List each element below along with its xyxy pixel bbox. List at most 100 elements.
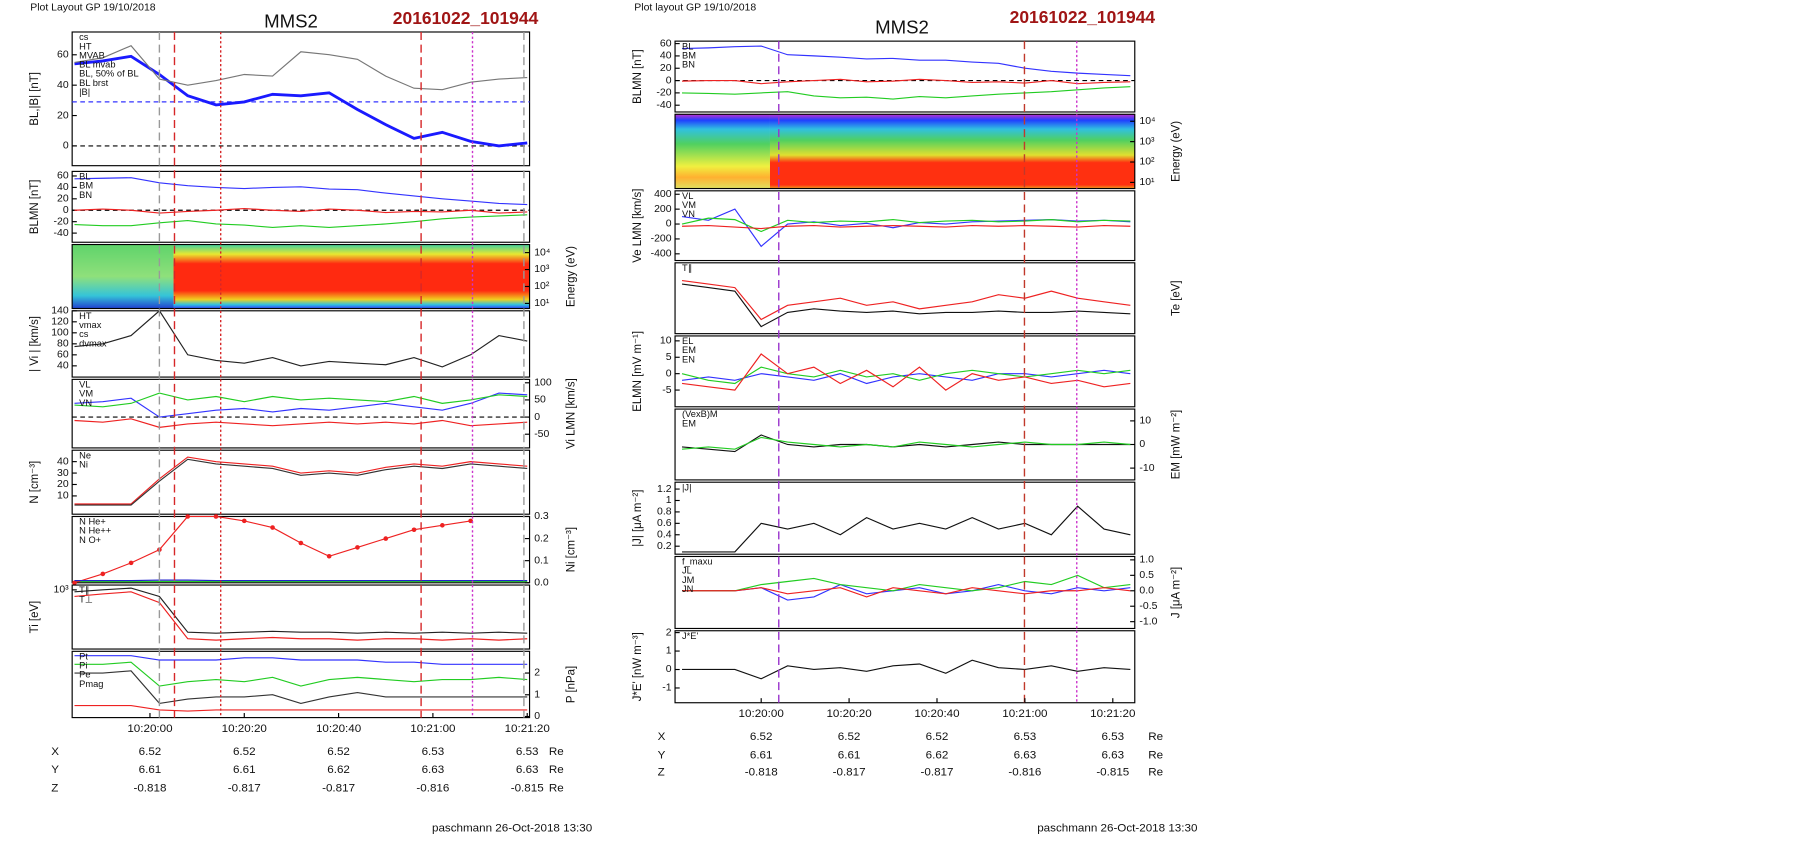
y-tick-label: 40 [660, 51, 672, 62]
y-axis-label: ELMN [mV m⁻¹] [632, 331, 644, 412]
legend-entry: J*E' [682, 631, 698, 641]
y-tick-label: -0.5 [1139, 601, 1157, 612]
series-point [185, 514, 191, 519]
legend-entry: T⊥ [79, 594, 93, 604]
series-line [682, 505, 1131, 553]
x-tick-label: 10:20:20 [826, 708, 871, 720]
ephemeris-label: X [658, 731, 666, 743]
legend-entry: MVAB [79, 50, 105, 60]
y-axis-label: Energy (eV) [1171, 121, 1183, 182]
panel-frame [71, 310, 531, 378]
y-tick-label: -5 [662, 385, 672, 396]
y-tick-label: 20 [660, 63, 672, 74]
legend-entry: VN [682, 209, 695, 219]
series-line [74, 54, 528, 148]
series-line [74, 177, 528, 206]
ephemeris-label: Z [51, 783, 58, 795]
legend-entry: cs [79, 329, 89, 339]
panel-frame [674, 555, 1136, 630]
y-tick-label: 40 [57, 80, 69, 91]
y-tick-label: -40 [656, 100, 671, 111]
series-line [682, 587, 1131, 598]
legend-entry: BM [682, 50, 696, 60]
ephemeris-unit: Re [549, 746, 564, 758]
y-tick-label: 80 [57, 339, 69, 350]
legend-entry: Pe [79, 670, 90, 680]
y-tick-label: 200 [654, 204, 672, 215]
legend-entry: T∥ [79, 585, 89, 595]
y-tick-label: 1.2 [657, 484, 672, 495]
x-tick-label: 10:20:20 [222, 723, 267, 735]
y-tick-label: -20 [656, 88, 671, 99]
x-tick-label: 10:21:20 [1090, 708, 1135, 720]
panel-frame [674, 481, 1136, 555]
legend-entry: vmax [79, 320, 102, 330]
legend-entry: (VexB)M [682, 409, 718, 419]
series-point [270, 525, 275, 530]
series-point [326, 553, 332, 559]
y-tick-label: 0 [666, 368, 672, 379]
y-tick-label: 10³ [54, 585, 70, 596]
y-axis-label: Energy (eV) [565, 246, 577, 307]
legend-entry: Pt [79, 652, 88, 662]
y-tick-label: 0.0 [534, 578, 549, 589]
y-tick-label: 20 [57, 110, 69, 121]
ephemeris-value: 6.53 [1101, 731, 1124, 743]
ephemeris-value: -0.817 [322, 783, 355, 795]
ephemeris-value: -0.817 [228, 783, 261, 795]
series-line [681, 283, 1131, 328]
legend-entry: EM [682, 418, 696, 428]
ephemeris-value: 6.61 [750, 749, 773, 761]
y-tick-label: 120 [51, 317, 69, 328]
y-tick-label: 1.0 [1139, 555, 1154, 566]
ephemeris-value: 6.53 [422, 746, 445, 758]
y-tick-label: 60 [660, 38, 672, 49]
ephemeris-value: 6.52 [327, 746, 350, 758]
y-tick-label: -40 [54, 228, 69, 239]
ephemeris-label: Z [658, 767, 665, 779]
y-tick-label: 20 [57, 479, 69, 490]
legend-entry: BL [682, 41, 693, 51]
x-tick-label: 10:20:40 [316, 723, 361, 735]
ephemeris-label: Y [51, 764, 59, 776]
legend-entry: f_maxu [682, 557, 713, 567]
legend-entry: VM [682, 200, 696, 210]
legend-entry: T∥ [682, 263, 692, 273]
series-line [74, 207, 528, 214]
panel-frame [674, 335, 1136, 408]
footer: paschmann 26-Oct-2018 13:30 [1037, 823, 1197, 835]
series-line [681, 353, 1131, 391]
legend-entry: JL [682, 566, 692, 576]
y-tick-label: 0 [1139, 439, 1145, 450]
legend-entry: HT [79, 311, 92, 321]
series-line [682, 574, 1131, 592]
series-point [383, 536, 389, 541]
x-tick-label: 10:20:40 [914, 708, 959, 720]
y-tick-label: 40 [57, 361, 69, 372]
ephemeris-value: 6.53 [516, 746, 539, 758]
spectrogram-before [72, 244, 174, 309]
series-line [682, 224, 1131, 230]
ephemeris-value: 6.63 [422, 764, 445, 776]
panel-frame [71, 243, 531, 310]
chart-title: MMS2 [875, 17, 929, 38]
ephemeris-value: -0.818 [133, 783, 166, 795]
y-tick-label: 0.2 [657, 541, 672, 552]
y-tick-label: -10 [1139, 463, 1154, 474]
ephemeris-label: Y [658, 749, 666, 761]
legend-entry: Ne [79, 450, 91, 460]
legend-entry: cs [79, 32, 89, 42]
y-tick-label: 10⁴ [1139, 116, 1155, 127]
y-tick-label: 10¹ [1139, 177, 1155, 188]
y-tick-label: 1 [666, 646, 672, 657]
x-tick-label: 10:21:00 [1002, 708, 1047, 720]
legend-entry: N He+ [79, 517, 106, 527]
y-tick-label: 10³ [534, 264, 550, 275]
event-id: 20161022_101944 [1010, 7, 1156, 27]
y-axis-label: |J| [μA m⁻²] [632, 490, 644, 547]
series-line [74, 591, 528, 641]
series-line [74, 458, 528, 506]
legend-entry: VM [79, 389, 93, 399]
ephemeris-value: -0.817 [921, 767, 954, 779]
legend-entry: BL mvab [79, 60, 115, 70]
